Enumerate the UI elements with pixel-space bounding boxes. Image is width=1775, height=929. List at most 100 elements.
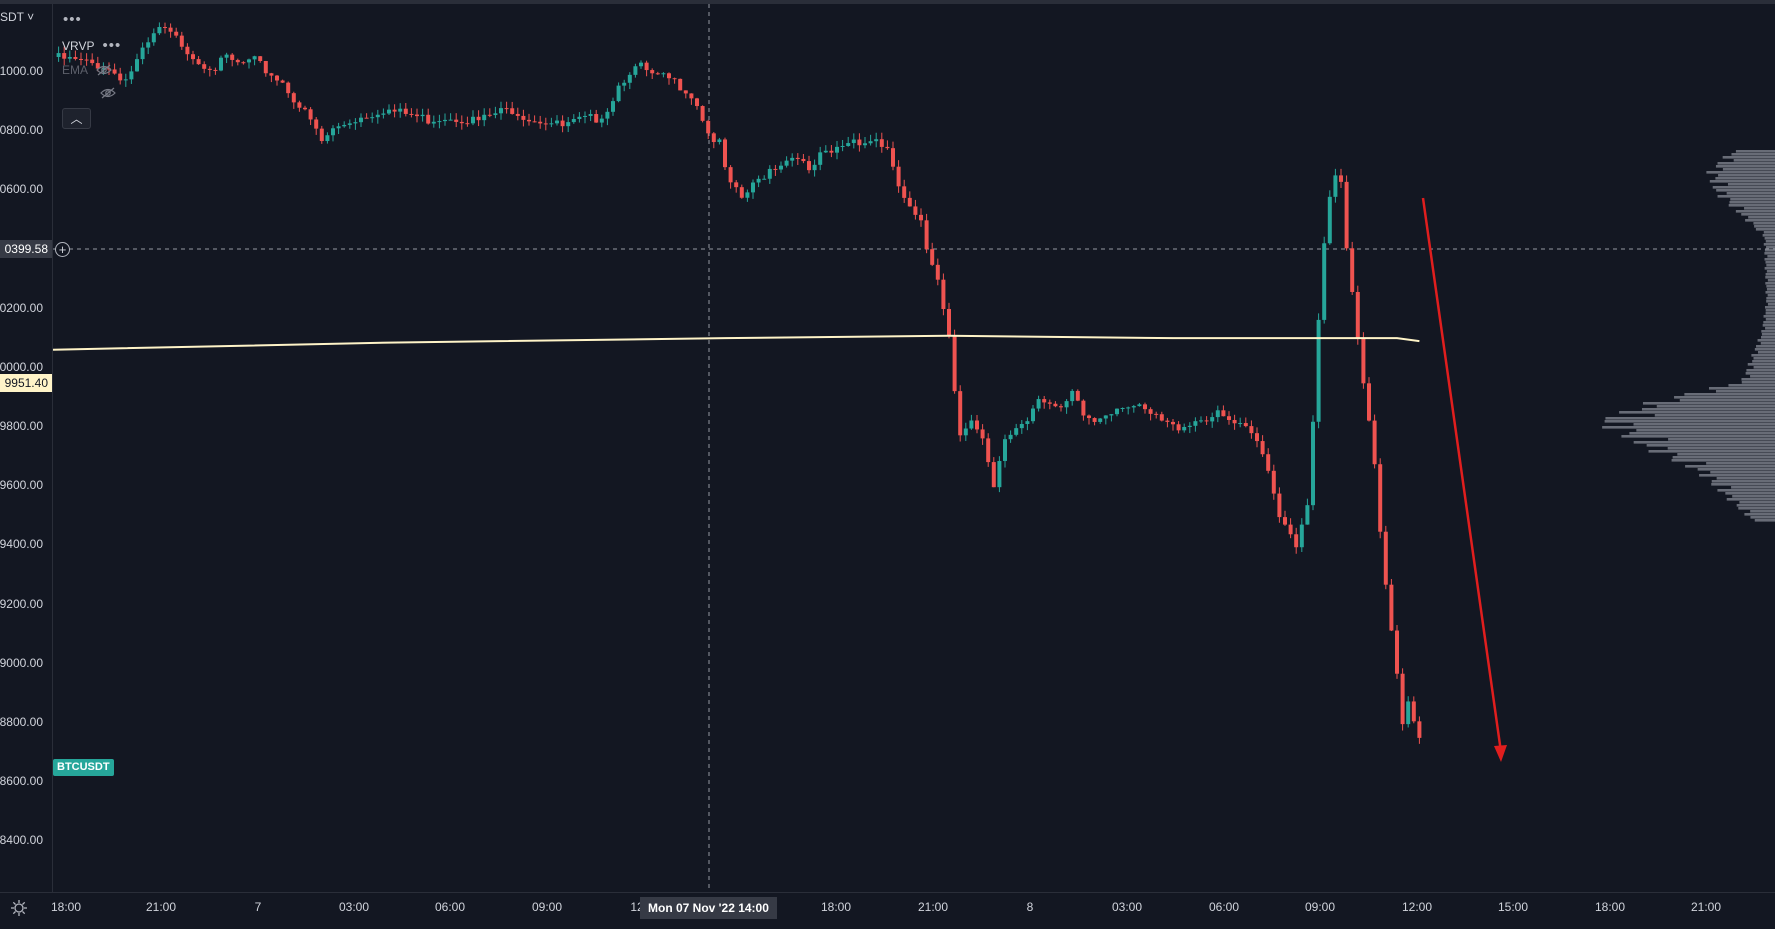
symbol-selector[interactable]: SDT ˅ [0,10,34,28]
symbol-selector-label[interactable]: SDT [0,10,24,24]
candle-body [291,93,296,103]
candle-body [1064,401,1069,408]
candle-body [364,117,369,119]
time-tick-label: 09:00 [1305,900,1335,914]
candle-body [874,139,879,142]
candle-body [1378,464,1383,532]
volume-profile-bar [1726,498,1775,501]
vrvp-more-button[interactable]: ••• [102,37,122,54]
legend-row-ema[interactable]: EMA [62,61,112,79]
volume-profile-bar [1764,258,1775,261]
candle-body [622,82,627,86]
hidden-eye-icon[interactable] [100,87,116,99]
candle-body [717,139,722,143]
candle-body [678,78,683,91]
volume-profile-bar [1767,294,1775,297]
candle-body [493,113,498,116]
legend-row-hidden[interactable] [62,84,116,102]
candle-body [235,59,240,63]
candle-body [583,115,587,117]
volume-profile-bar [1754,225,1775,228]
volume-profile-bar [1751,354,1775,357]
candle-body [605,111,610,119]
legend-row-vrvp[interactable]: VRVP ••• [62,37,121,55]
candle-body [168,27,173,32]
volume-profile-bar [1709,387,1775,390]
candle-body [62,53,67,59]
red-arrow-drawing [1421,197,1507,762]
time-tick-label: 15:00 [1498,900,1528,914]
time-axis[interactable] [0,892,1775,929]
volume-profile-bar [1757,351,1775,354]
candle-body [112,69,117,74]
candle-body [241,62,246,64]
candle-body [140,47,145,60]
volume-profile-bar [1766,297,1775,300]
candle-body [599,118,604,123]
add-alert-plus-icon[interactable]: + [55,242,70,257]
candle-body [997,460,1002,488]
candle-body [437,121,442,123]
volume-profile-bar [1668,438,1775,441]
volume-profile [1602,150,1775,522]
time-tick-label: 12:00 [1402,900,1432,914]
volume-profile-bar [1718,174,1775,177]
candle-body [1411,701,1416,722]
candle-body [185,46,190,55]
candle-body [1120,407,1125,409]
price-tick-label: 8600.00 [0,774,43,788]
collapse-legend-button[interactable]: ︿ [62,108,91,129]
volume-profile-bar [1685,465,1775,468]
candle-body [840,145,845,147]
volume-profile-bar [1738,507,1775,510]
candle-body [650,70,655,74]
candle-body [1277,493,1282,518]
candle-body [947,309,951,336]
candle-body [1299,524,1304,548]
candle-body [969,420,974,429]
chevron-down-icon[interactable]: ˅ [23,10,35,24]
candle-body [739,187,744,198]
candle-body [857,139,862,146]
candle-body [1344,181,1349,249]
volume-profile-bar [1633,441,1775,444]
candle-body [207,68,212,70]
candle-body [515,113,520,116]
candle-body [594,114,599,123]
candle-body [67,56,72,59]
candle-body [795,157,800,159]
volume-profile-bar [1765,240,1775,243]
volume-profile-bar [1633,423,1775,426]
candle-body [734,182,739,188]
candle-body [812,164,817,171]
candle-body [930,249,935,265]
volume-profile-bar [1648,450,1775,453]
candle-body [1126,407,1131,409]
candle-body [555,120,559,124]
candle-body [510,108,515,114]
volume-profile-bar [1765,309,1775,312]
price-axis[interactable] [0,4,53,892]
candle-body [1243,423,1248,427]
gear-icon[interactable] [10,899,28,917]
candle-body [980,429,985,439]
volume-profile-bar [1710,471,1775,474]
candle-body [331,128,335,136]
volume-profile-bar [1735,210,1775,213]
candle-body [1322,243,1327,320]
candle-body [633,66,638,75]
volume-profile-bar [1672,456,1775,459]
time-tick-label: 21:00 [918,900,948,914]
candle-body [454,119,459,122]
hidden-eye-icon[interactable] [96,64,112,76]
volume-profile-bar [1746,369,1775,372]
candle-body [616,85,621,102]
candle-body [471,116,475,124]
volume-profile-bar [1711,483,1775,486]
legend-more-button[interactable]: ••• [63,11,82,28]
candle-body [1103,415,1108,419]
candle-body [84,59,89,61]
volume-profile-bar [1761,330,1775,333]
candle-body [784,160,789,166]
